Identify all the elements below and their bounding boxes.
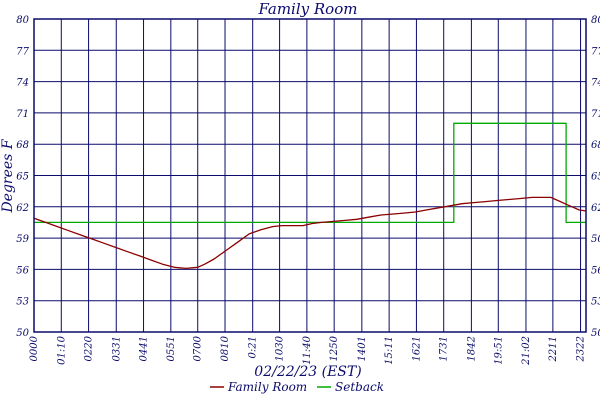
x-tick-label: 0000 xyxy=(29,335,40,361)
y-tick-label-left: 56 xyxy=(16,265,29,276)
y-tick-label-right: 77 xyxy=(591,46,600,57)
y-tick-label-right: 74 xyxy=(591,78,600,89)
plot-border xyxy=(33,18,587,333)
x-axis-label: 02/22/23 (EST) xyxy=(254,364,361,380)
y-axis-right: 50 53 56 50 62 65 68 71 74 77 80 xyxy=(591,15,600,339)
x-tick-label: 0551 xyxy=(166,336,177,361)
x-tick-label: 0441 xyxy=(139,336,150,361)
x-tick-label: 1621 xyxy=(411,336,422,361)
setback-series-line xyxy=(34,122,586,224)
y-tick-label-left: 50 xyxy=(16,328,29,339)
x-tick-label: 0:21 xyxy=(248,336,259,358)
y-axis-label: Degrees F xyxy=(0,138,16,213)
y-tick-label-left: 74 xyxy=(16,78,29,89)
x-axis: 0000 01:10 0220 0331 0441 0551 0700 0810 0:21 103… xyxy=(29,335,587,365)
x-tick-label: 0810 xyxy=(220,335,231,361)
y-tick-label-left: 53 xyxy=(16,297,29,308)
x-tick-label: 11:40 xyxy=(302,335,313,364)
legend-label-setback: Setback xyxy=(335,380,384,394)
y-tick-label-left: 77 xyxy=(16,46,29,57)
y-tick-label-right: 53 xyxy=(591,297,600,308)
series-layer xyxy=(33,122,587,270)
y-tick-label-left: 65 xyxy=(16,172,29,183)
y-tick-label-left: 80 xyxy=(16,15,29,26)
y-tick-label-right: 71 xyxy=(591,109,600,120)
legend: Family Room Setback xyxy=(210,380,384,394)
y-tick-label-right: 68 xyxy=(591,140,600,151)
y-tick-label-left: 62 xyxy=(16,203,29,214)
legend-label-family-room: Family Room xyxy=(227,380,307,394)
y-tick-label-right: 56 xyxy=(591,265,600,276)
x-tick-label: 1842 xyxy=(466,336,477,361)
x-tick-label: 1250 xyxy=(329,335,340,361)
x-tick-label: 1401 xyxy=(357,336,368,361)
y-tick-label-left: 59 xyxy=(16,234,29,245)
x-tick-label: 2322 xyxy=(576,336,587,362)
y-tick-label-right: 50 xyxy=(591,328,600,339)
x-tick-label: 15:11 xyxy=(384,336,395,365)
x-tick-label: 1030 xyxy=(275,335,286,361)
x-tick-label: 0220 xyxy=(84,335,95,361)
y-tick-label-left: 71 xyxy=(16,109,29,120)
y-tick-label-left: 68 xyxy=(16,140,29,151)
y-axis-left: 50 53 56 59 62 65 68 71 74 77 80 xyxy=(16,15,29,339)
y-tick-label-right: 50 xyxy=(591,234,600,245)
y-tick-label-right: 65 xyxy=(591,172,600,183)
y-tick-label-right: 80 xyxy=(591,15,600,26)
family-room-series-line xyxy=(33,196,587,270)
x-tick-label: 1731 xyxy=(439,336,450,361)
y-tick-label-right: 62 xyxy=(591,203,600,214)
x-tick-label: 01:10 xyxy=(56,335,67,364)
x-tick-label: 0331 xyxy=(111,336,122,361)
x-tick-label: 2211 xyxy=(548,336,559,362)
x-tick-label: 21:02 xyxy=(521,336,532,366)
x-tick-label: 0700 xyxy=(193,335,204,361)
x-tick-label: 19:51 xyxy=(493,336,504,365)
chart-title: Family Room xyxy=(258,0,358,18)
